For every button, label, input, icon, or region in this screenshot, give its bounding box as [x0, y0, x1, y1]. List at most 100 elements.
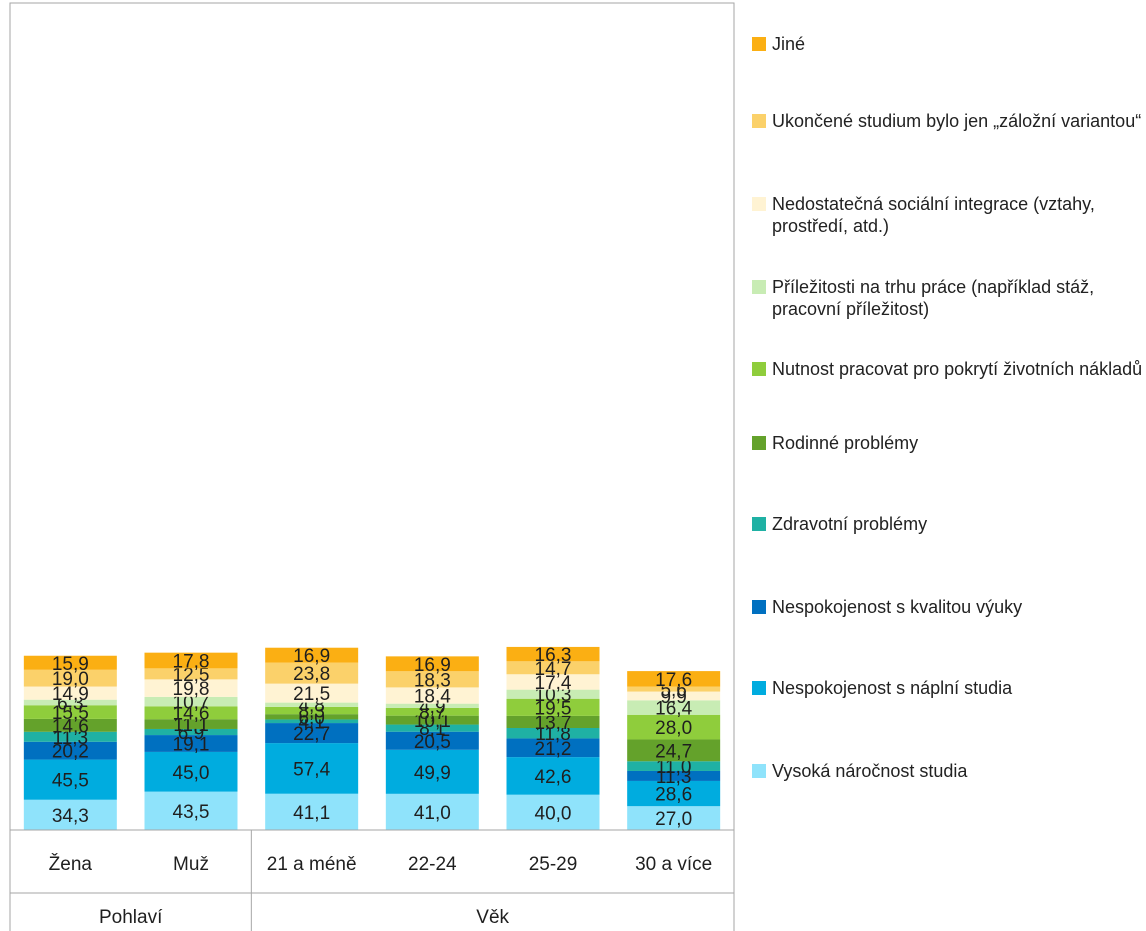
data-label-ukoncene-studium-bylo-jen-zalozni-varian-2: 23,8	[293, 664, 330, 685]
legend-item-zdravotni-problemy: Zdravotní problémy	[752, 513, 1144, 535]
data-label-prilezitosti-na-trhu-prace-napriklad-sta-4: 10,3	[535, 685, 572, 706]
data-label-nespokojenost-s-naplni-studia-5: 28,6	[655, 785, 692, 806]
bar-segment-nutnost-pracovat-pro-pokryti-zivotnich-n-0	[23, 705, 117, 719]
data-label-rodinne-problemy-4: 13,7	[535, 713, 572, 734]
data-label-rodinne-problemy-1: 11,1	[173, 715, 209, 736]
bar-segment-nespokojenost-s-naplni-studia-1	[144, 751, 238, 792]
bar-segment-ukoncene-studium-bylo-jen-zalozni-varian-3	[385, 671, 479, 688]
legend-item-ukoncene-studium-bylo-jen-zalozni-varian: Ukončené studium bylo jen „záložní varia…	[752, 110, 1144, 132]
bar-segment-nedostatecna-socialni-integrace-vztahy-p-1	[144, 679, 238, 697]
bar-segment-prilezitosti-na-trhu-prace-napriklad-sta-3	[385, 703, 479, 708]
bar-segment-rodinne-problemy-4	[506, 715, 600, 729]
legend-label: Nedostatečná sociální integrace (vztahy,…	[772, 194, 1095, 236]
bar-segment-vysoka-narocnost-studia-3	[385, 793, 479, 830]
data-label-vysoka-narocnost-studia-5: 27,0	[655, 809, 692, 830]
bar-segment-jine-1	[144, 652, 238, 669]
bar-segment-jine-3	[385, 656, 479, 672]
legend-item-jine: Jiné	[752, 33, 1144, 55]
data-label-nespokojenost-s-naplni-studia-2: 57,4	[293, 759, 330, 780]
data-label-rodinne-problemy-5: 24,7	[655, 741, 692, 762]
bar-segment-vysoka-narocnost-studia-4	[506, 794, 600, 830]
data-label-nedostatecna-socialni-integrace-vztahy-p-1: 19,8	[173, 679, 210, 700]
data-label-prilezitosti-na-trhu-prace-napriklad-sta-1: 10,7	[173, 693, 210, 714]
x-tick-label-4: 25-29	[529, 854, 578, 875]
data-label-vysoka-narocnost-studia-1: 43,5	[173, 802, 210, 823]
bar-segment-nutnost-pracovat-pro-pokryti-zivotnich-n-4	[506, 698, 600, 716]
bar-segment-prilezitosti-na-trhu-prace-napriklad-sta-1	[144, 696, 238, 707]
data-label-zdravotni-problemy-4: 11,8	[535, 724, 571, 745]
bar-segment-nedostatecna-socialni-integrace-vztahy-p-2	[265, 683, 359, 703]
data-label-nutnost-pracovat-pro-pokryti-zivotnich-n-1: 14,6	[173, 704, 210, 725]
data-label-nutnost-pracovat-pro-pokryti-zivotnich-n-3: 8,7	[419, 703, 445, 724]
data-label-rodinne-problemy-3: 10,1	[414, 711, 451, 732]
bar-segment-ukoncene-studium-bylo-jen-zalozni-varian-5	[627, 686, 721, 692]
bar-segment-ukoncene-studium-bylo-jen-zalozni-varian-4	[506, 661, 600, 675]
x-tick-label-2: 21 a méně	[267, 854, 357, 875]
bar-segment-nespokojenost-s-kvalitou-vyuky-5	[627, 770, 721, 781]
data-label-ukoncene-studium-bylo-jen-zalozni-varian-4: 14,7	[535, 659, 572, 680]
data-label-jine-1: 17,8	[173, 652, 210, 673]
bar-segment-nedostatecna-socialni-integrace-vztahy-p-3	[385, 687, 479, 704]
bar-segment-ukoncene-studium-bylo-jen-zalozni-varian-2	[265, 662, 359, 684]
data-label-zdravotni-problemy-5: 11,0	[656, 757, 692, 778]
x-tick-label-1: Muž	[173, 854, 209, 875]
data-label-nedostatecna-socialni-integrace-vztahy-p-0: 14,9	[52, 684, 89, 705]
data-label-ukoncene-studium-bylo-jen-zalozni-varian-3: 18,3	[414, 670, 451, 691]
data-label-vysoka-narocnost-studia-2: 41,1	[293, 803, 330, 824]
legend-swatch	[752, 600, 766, 614]
legend-swatch	[752, 114, 766, 128]
bar-segment-nutnost-pracovat-pro-pokryti-zivotnich-n-2	[265, 706, 359, 715]
legend-item-vysoka-narocnost-studia: Vysoká náročnost studia	[752, 760, 1144, 782]
legend-label: Příležitosti na trhu práce (například st…	[772, 277, 1095, 319]
bar-segment-vysoka-narocnost-studia-0	[23, 799, 117, 830]
legend-item-prilezitosti-na-trhu-prace-napriklad-sta: Příležitosti na trhu práce (například st…	[752, 276, 1144, 320]
data-label-nutnost-pracovat-pro-pokryti-zivotnich-n-0: 15,5	[52, 703, 89, 724]
data-label-nespokojenost-s-kvalitou-vyuky-0: 20,2	[52, 742, 89, 763]
data-label-nutnost-pracovat-pro-pokryti-zivotnich-n-5: 28,0	[655, 718, 692, 739]
data-label-ukoncene-studium-bylo-jen-zalozni-varian-1: 12,5	[173, 665, 210, 686]
bar-segment-nespokojenost-s-kvalitou-vyuky-3	[385, 731, 479, 750]
data-label-jine-3: 16,9	[414, 655, 451, 676]
legend-label: Vysoká náročnost studia	[772, 761, 968, 781]
data-label-nedostatecna-socialni-integrace-vztahy-p-5: 9,9	[660, 687, 686, 708]
legend-label: Zdravotní problémy	[772, 514, 928, 534]
data-label-jine-4: 16,3	[535, 645, 572, 666]
legend-item-nespokojenost-s-kvalitou-vyuky: Nespokojenost s kvalitou výuky	[752, 596, 1144, 618]
bar-segment-prilezitosti-na-trhu-prace-napriklad-sta-5	[627, 700, 721, 715]
data-label-jine-0: 15,9	[52, 654, 89, 675]
bar-segment-nespokojenost-s-kvalitou-vyuky-1	[144, 735, 238, 752]
data-label-ukoncene-studium-bylo-jen-zalozni-varian-0: 19,0	[52, 669, 89, 690]
data-label-nespokojenost-s-kvalitou-vyuky-2: 22,7	[293, 724, 330, 745]
bar-segment-jine-4	[506, 646, 600, 662]
bar-segment-nespokojenost-s-naplni-studia-3	[385, 749, 479, 794]
legend-label: Nespokojenost s náplní studia	[772, 678, 1013, 698]
bar-segment-zdravotni-problemy-2	[265, 719, 359, 724]
bar-segment-zdravotni-problemy-1	[144, 728, 238, 736]
data-label-jine-5: 17,6	[655, 670, 692, 691]
bar-segment-zdravotni-problemy-4	[506, 728, 600, 739]
bar-segment-nespokojenost-s-naplni-studia-4	[506, 757, 600, 795]
bar-segment-nedostatecna-socialni-integrace-vztahy-p-0	[23, 686, 117, 700]
data-label-nedostatecna-socialni-integrace-vztahy-p-3: 18,4	[414, 687, 451, 708]
bar-segment-zdravotni-problemy-3	[385, 724, 479, 732]
legend-item-nedostatecna-socialni-integrace-vztahy-p: Nedostatečná sociální integrace (vztahy,…	[752, 193, 1144, 237]
data-label-vysoka-narocnost-studia-4: 40,0	[535, 803, 572, 824]
bar-segment-prilezitosti-na-trhu-prace-napriklad-sta-0	[23, 699, 117, 706]
legend-item-nutnost-pracovat-pro-pokryti-zivotnich-n: Nutnost pracovat pro pokrytí životních n…	[752, 358, 1144, 380]
group-label-pohlavi: Pohlaví	[99, 907, 163, 928]
legend-label: Ukončené studium bylo jen „záložní varia…	[772, 111, 1142, 131]
bar-segment-nespokojenost-s-naplni-studia-0	[23, 759, 117, 800]
data-label-nespokojenost-s-naplni-studia-4: 42,6	[535, 767, 572, 788]
data-label-nespokojenost-s-kvalitou-vyuky-1: 19,1	[173, 734, 210, 755]
bar-segment-jine-0	[23, 655, 117, 670]
bar-segment-prilezitosti-na-trhu-prace-napriklad-sta-2	[265, 702, 359, 707]
bar-segment-jine-2	[265, 647, 359, 663]
bar-segment-ukoncene-studium-bylo-jen-zalozni-varian-0	[23, 669, 117, 687]
data-label-prilezitosti-na-trhu-prace-napriklad-sta-5: 16,4	[655, 699, 692, 720]
data-label-vysoka-narocnost-studia-3: 41,0	[414, 803, 451, 824]
data-label-nespokojenost-s-naplni-studia-1: 45,0	[173, 763, 210, 784]
bar-segment-rodinne-problemy-2	[265, 714, 359, 720]
x-tick-label-0: Žena	[49, 853, 93, 875]
bar-segment-nutnost-pracovat-pro-pokryti-zivotnich-n-3	[385, 707, 479, 716]
data-label-nespokojenost-s-kvalitou-vyuky-4: 21,2	[535, 739, 572, 760]
